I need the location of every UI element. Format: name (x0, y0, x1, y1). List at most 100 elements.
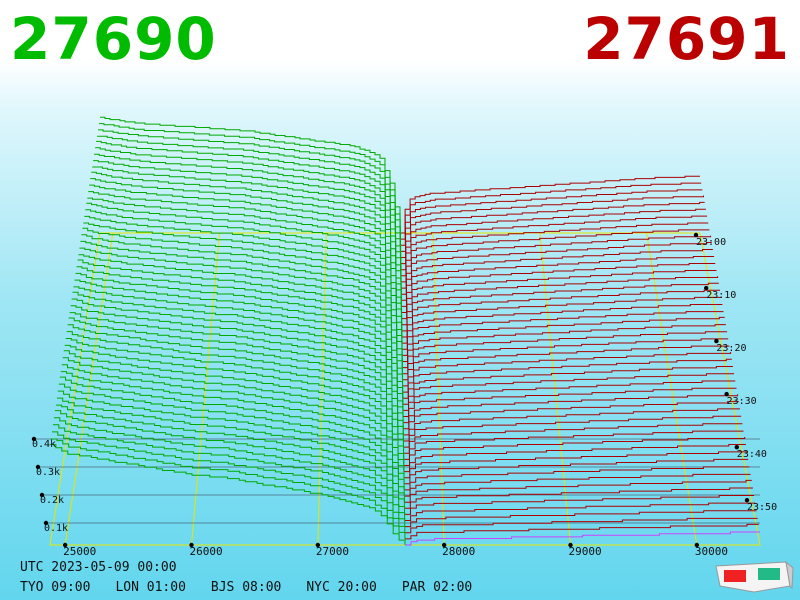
bid-depth-slice-20 (69, 312, 404, 423)
time-tick-23:40 (734, 444, 739, 450)
ask-depth-slice-44 (400, 222, 709, 277)
bid-depth-slice-18 (67, 324, 404, 435)
bid-depth-slice-5 (54, 410, 405, 515)
ask-depth-slice-23 (402, 366, 733, 405)
bid-depth-slice-46 (95, 147, 401, 264)
ask-depth-slice-19 (403, 394, 739, 430)
timezone-bjs: BJS 08:00 (210, 580, 282, 595)
ask-depth-slice-14 (403, 430, 744, 460)
ask-depth-slice-24 (402, 358, 732, 399)
ask-depth-slice-21 (403, 380, 736, 417)
bid-depth-slice-11 (60, 371, 405, 478)
timezone-list: TYO 09:00 LON 01:00 BJS 08:00 NYC 20:00 PAR … (20, 580, 497, 595)
ask-depth-slice-31 (402, 311, 724, 356)
ask-depth-slice-1 (405, 523, 759, 540)
ask-depth-slice-25 (402, 352, 732, 393)
x-tick-label-25000: 25000 (63, 545, 96, 558)
depth-tick-label-0.1k: 0.1k (44, 523, 68, 534)
ask-depth-slice-30 (402, 316, 725, 362)
depth-tick-label-0.3k: 0.3k (36, 467, 60, 478)
ask-depth-slice-26 (402, 345, 730, 387)
ask-price: 27691 (583, 5, 790, 73)
bid-depth-slice-21 (70, 305, 404, 417)
ask-depth-slice-35 (401, 282, 719, 332)
depth-tick-0.2k (39, 492, 45, 498)
grid-line-25000 (64, 232, 114, 546)
time-tick-label-23:10: 23:10 (706, 290, 736, 301)
x-tick-30000 (694, 542, 700, 548)
3d-glasses-icon[interactable] (714, 560, 794, 594)
time-tick-label-23:30: 23:30 (727, 396, 757, 407)
time-tick-label-23:40: 23:40 (737, 449, 767, 460)
bid-depth-slice-38 (87, 197, 402, 313)
ask-depth-slice-4 (404, 502, 756, 521)
bid-depth-slice-2 (52, 431, 406, 533)
ask-depth-slice-38 (401, 263, 716, 313)
ask-depth-slice-11 (404, 451, 748, 479)
bid-depth-slice-22 (71, 298, 404, 411)
bid-depth-slice-16 (65, 338, 404, 448)
time-tick-label-23:50: 23:50 (747, 502, 777, 513)
ask-depth-slice-28 (402, 331, 728, 375)
bid-depth-slice-17 (66, 331, 404, 441)
bid-depth-slice-27 (76, 266, 403, 380)
ask-depth-slice-43 (400, 229, 710, 283)
bid-depth-slice-45 (94, 153, 402, 270)
bid-depth-slice-12 (61, 364, 405, 472)
depth-tick-label-0.4k: 0.4k (32, 439, 56, 450)
timezone-par: PAR 02:00 (401, 580, 473, 595)
ask-depth-slice-16 (403, 415, 742, 448)
ask-depth-slice-46 (400, 208, 706, 265)
ask-depth-slice-10 (404, 458, 749, 485)
x-tick-27000 (315, 542, 321, 548)
bid-depth-slice-42 (91, 171, 402, 289)
bid-depth-slice-50 (99, 123, 401, 240)
ask-depth-slice-7 (404, 479, 752, 503)
ask-depth-slice-49 (400, 189, 703, 246)
ask-depth-slice-27 (402, 338, 729, 381)
bid-depth-slice-19 (68, 317, 404, 429)
x-tick-label-27000: 27000 (316, 545, 349, 558)
bid-depth-slice-48 (97, 135, 401, 252)
bid-depth-slice-41 (90, 178, 402, 295)
x-tick-label-28000: 28000 (442, 545, 475, 558)
bid-depth-slice-8 (57, 390, 405, 497)
ask-depth-slice-15 (403, 423, 743, 454)
time-tick-23:30 (724, 391, 729, 397)
ask-depth-slice-5 (404, 495, 755, 515)
ask-depth-slice-36 (401, 276, 719, 326)
ask-depth-slice-0 (405, 531, 760, 546)
time-tick-label-23:00: 23:00 (696, 237, 726, 248)
bid-depth-slice-4 (53, 417, 406, 521)
ask-depth-slice-20 (403, 387, 737, 424)
bid-depth-slice-30 (79, 247, 403, 362)
bid-depth-slice-23 (72, 291, 404, 405)
ask-depth-slice-42 (401, 235, 712, 289)
ask-depth-slice-47 (400, 201, 705, 258)
bid-price: 27690 (10, 5, 217, 73)
grid-line-28000 (432, 232, 445, 546)
bid-depth-slice-28 (77, 259, 403, 374)
depth-tick-0.3k (35, 464, 41, 470)
bid-depth-slice-29 (78, 254, 403, 368)
bid-depth-slice-49 (98, 129, 401, 246)
x-tick-26000 (189, 542, 194, 548)
utc-timestamp: UTC 2023-05-09 00:00 (20, 560, 177, 575)
bid-depth-slice-1 (51, 438, 406, 539)
depth-tick-0.4k (31, 436, 37, 442)
time-tick-23:00 (693, 232, 699, 238)
bid-depth-slice-26 (75, 272, 403, 386)
bid-depth-slice-15 (64, 344, 404, 454)
ask-depth-slice-17 (403, 408, 740, 442)
bid-depth-slice-7 (56, 397, 405, 503)
ask-depth-slice-39 (401, 256, 715, 307)
bid-depth-slice-34 (83, 222, 403, 337)
x-tick-25000 (62, 542, 68, 548)
bid-depth-slice-24 (73, 286, 404, 399)
bid-depth-slice-9 (58, 383, 405, 490)
bid-depth-slice-6 (55, 404, 405, 509)
timezone-tyo: TYO 09:00 (20, 580, 91, 595)
time-tick-label-23:20: 23:20 (716, 343, 746, 354)
bid-depth-slice-10 (59, 376, 405, 484)
x-tick-28000 (441, 542, 447, 548)
